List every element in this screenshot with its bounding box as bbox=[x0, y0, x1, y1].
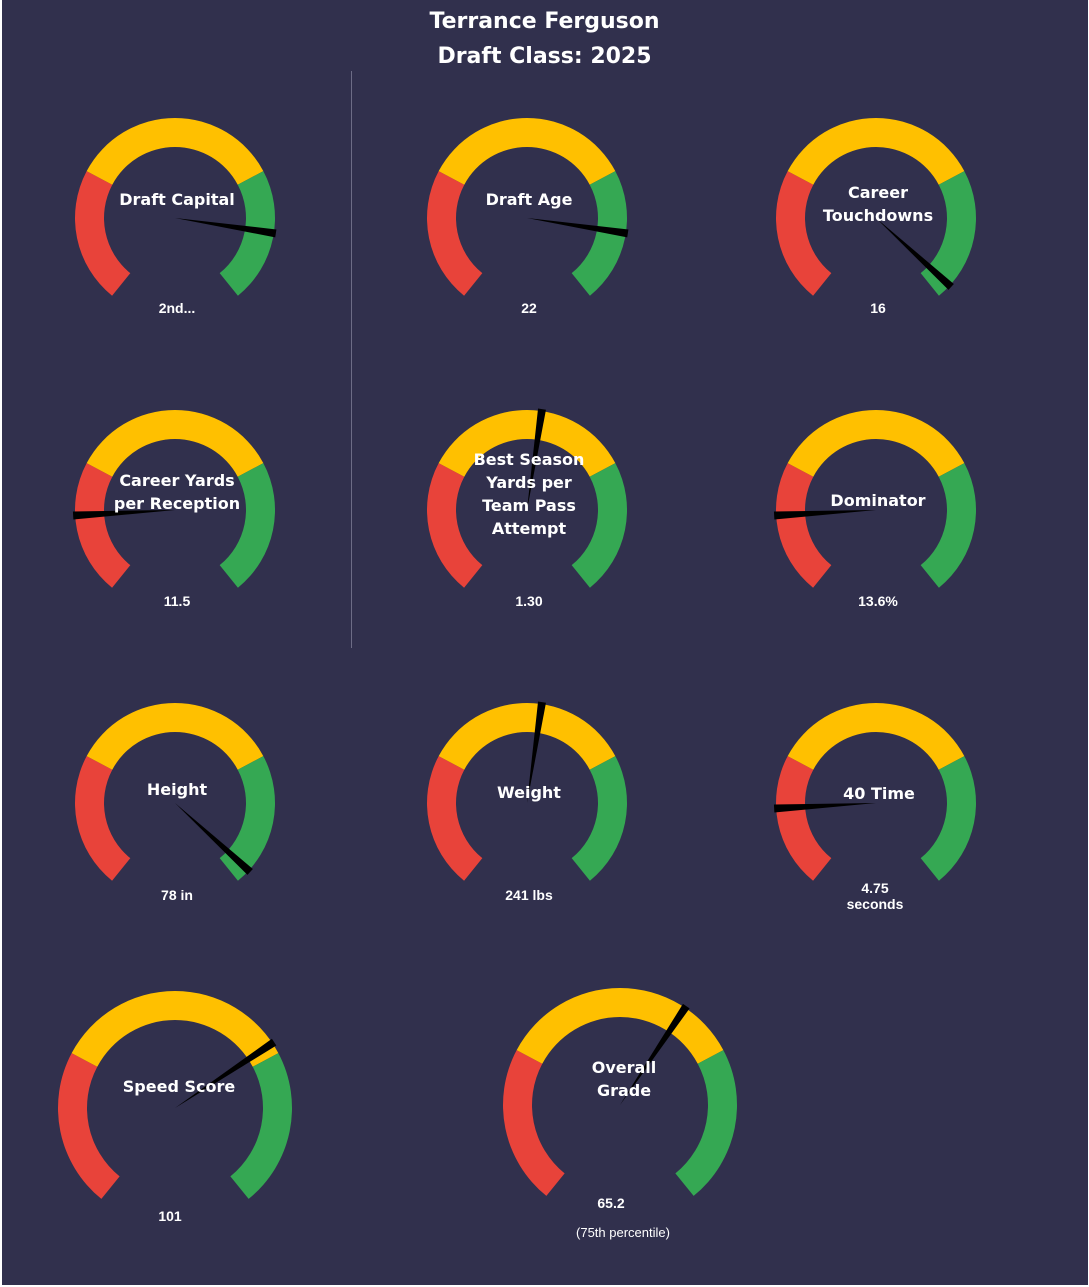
gauge-high-zone bbox=[920, 463, 977, 588]
gauge-height: Height 78 in bbox=[74, 702, 276, 903]
gauge-high-zone bbox=[219, 463, 276, 588]
gauge-value: 11.5 bbox=[164, 593, 191, 609]
gauge-value: 2nd... bbox=[159, 300, 196, 316]
gauge-low-zone bbox=[775, 756, 832, 881]
gauge-label: Overall bbox=[592, 1058, 657, 1077]
draft-class: Draft Class: 2025 bbox=[437, 44, 652, 69]
section-divider bbox=[351, 71, 352, 648]
gauge-label: 40 Time bbox=[843, 784, 915, 803]
gauge-high-zone bbox=[571, 756, 628, 881]
gauge-label: Dominator bbox=[830, 491, 925, 510]
gauge-mid-zone bbox=[86, 117, 264, 185]
gauge-needle bbox=[72, 510, 175, 520]
gauge-label: Best Season bbox=[474, 450, 585, 469]
gauge-low-zone bbox=[426, 463, 483, 588]
gauge-low-zone bbox=[775, 463, 832, 588]
gauge-label: Grade bbox=[597, 1081, 651, 1100]
gauge-draft-age: Draft Age 22 bbox=[426, 117, 629, 316]
gauge-value: seconds bbox=[847, 896, 904, 912]
gauge-value: 22 bbox=[521, 300, 537, 316]
gauge-mid-zone bbox=[86, 702, 264, 770]
gauge-needle bbox=[175, 803, 253, 875]
gauge-speed-score: Speed Score 101 bbox=[57, 991, 293, 1224]
gauge-low-zone bbox=[426, 756, 483, 881]
player-name: Terrance Ferguson bbox=[429, 9, 660, 34]
gauge-mid-zone bbox=[71, 991, 279, 1067]
gauge-value: 78 in bbox=[161, 887, 193, 903]
gauge-label: Team Pass bbox=[482, 496, 576, 515]
gauge-career-touchdowns: Career Touchdowns 16 bbox=[775, 117, 977, 316]
gauge-label: Weight bbox=[497, 783, 561, 802]
gauge-value: 101 bbox=[158, 1208, 182, 1224]
gauge-weight: Weight 241 lbs bbox=[426, 701, 628, 903]
gauge-best-season-yptpa: Best Season Yards per Team Pass Attempt 1.30 bbox=[426, 408, 628, 609]
gauge-mid-zone bbox=[438, 117, 616, 185]
gauge-label: Yards per bbox=[485, 473, 572, 492]
gauge-label: Career bbox=[848, 183, 908, 202]
gauge-label: Speed Score bbox=[123, 1077, 236, 1096]
gauge-mid-zone bbox=[787, 117, 965, 185]
gauge-low-zone bbox=[775, 171, 832, 296]
gauge-value: 16 bbox=[870, 300, 886, 316]
gauge-percentile: (75th percentile) bbox=[576, 1225, 670, 1240]
gauge-label: Draft Age bbox=[486, 190, 573, 209]
gauge-low-zone bbox=[74, 171, 131, 296]
gauge-high-zone bbox=[675, 1050, 738, 1196]
gauge-high-zone bbox=[920, 171, 977, 296]
gauge-value: 241 lbs bbox=[505, 887, 553, 903]
gauge-needle bbox=[527, 218, 629, 238]
gauge-needle bbox=[527, 701, 546, 803]
gauge-high-zone bbox=[920, 756, 977, 881]
gauge-career-ypr: Career Yards per Reception 11.5 bbox=[72, 409, 276, 609]
gauge-dominator: Dominator 13.6% bbox=[773, 409, 977, 609]
gauge-label: Career Yards bbox=[119, 471, 234, 490]
gauge-needle bbox=[620, 1003, 690, 1105]
gauge-low-zone bbox=[74, 463, 131, 588]
dashboard-header: Terrance Ferguson Draft Class: 2025 bbox=[0, 4, 1089, 74]
gauge-needle bbox=[876, 218, 954, 290]
gauge-needle bbox=[175, 1038, 277, 1108]
gauge-low-zone bbox=[74, 756, 131, 881]
gauge-mid-zone bbox=[787, 409, 965, 477]
gauge-label: Draft Capital bbox=[119, 190, 235, 209]
gauge-mid-zone bbox=[86, 409, 264, 477]
gauge-low-zone bbox=[426, 171, 483, 296]
gauge-label: Attempt bbox=[492, 519, 567, 538]
gauge-needle bbox=[527, 408, 546, 510]
gauge-low-zone bbox=[502, 1050, 565, 1196]
gauge-value: 65.2 bbox=[597, 1195, 624, 1211]
gauge-mid-zone bbox=[438, 409, 616, 477]
gauge-high-zone bbox=[571, 171, 628, 296]
gauge-value: 1.30 bbox=[515, 593, 542, 609]
gauge-label: Height bbox=[147, 780, 208, 799]
gauge-label: per Reception bbox=[114, 494, 240, 513]
gauge-needle bbox=[773, 510, 876, 520]
gauge-value: 4.75 bbox=[861, 880, 888, 896]
gauge-high-zone bbox=[230, 1053, 293, 1199]
gauge-needle bbox=[175, 218, 277, 238]
gauge-draft-capital: Draft Capital 2nd... bbox=[74, 117, 277, 316]
gauge-mid-zone bbox=[516, 988, 724, 1064]
gauge-label: Touchdowns bbox=[823, 206, 933, 225]
gauge-overall-grade: Overall Grade 65.2 (75th percentile) bbox=[502, 988, 738, 1240]
gauge-mid-zone bbox=[787, 702, 965, 770]
gauge-high-zone bbox=[219, 756, 276, 881]
gauge-needle bbox=[773, 803, 876, 813]
gauge-high-zone bbox=[219, 171, 276, 296]
gauge-low-zone bbox=[57, 1053, 120, 1199]
gauge-mid-zone bbox=[438, 702, 616, 770]
gauge-value: 13.6% bbox=[858, 593, 898, 609]
gauge-high-zone bbox=[571, 463, 628, 588]
